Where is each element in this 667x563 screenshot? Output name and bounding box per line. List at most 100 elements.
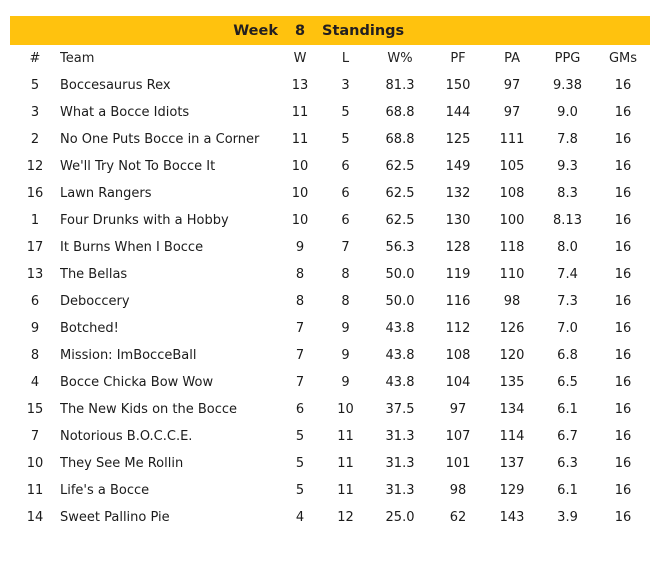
row-losses: 10 [337, 402, 354, 417]
row-points-for: 125 [445, 132, 471, 147]
row-win-pct: 62.5 [385, 186, 415, 201]
title-week-label: Week [60, 16, 278, 45]
row-team-name-text: We'll Try Not To Bocce It [60, 159, 216, 174]
row-win-pct: 37.5 [385, 402, 415, 417]
table-row[interactable]: 3 What a Bocce Idiots 11 5 68.8 144 97 9.0 16 [10, 99, 650, 126]
row-points-against: 97 [503, 105, 521, 120]
table-row[interactable]: 1 Four Drunks with a Hobby 10 6 62.5 130 100 8.… [10, 207, 650, 234]
row-rank: 3 [30, 105, 40, 120]
row-win-pct: 50.0 [385, 294, 415, 309]
row-rank: 17 [26, 240, 44, 255]
row-wins: 5 [295, 483, 305, 498]
row-games: 16 [614, 159, 632, 174]
row-team-name-text: Sweet Pallino Pie [60, 510, 170, 525]
table-row[interactable]: 8 Mission: ImBocceBall 7 9 43.8 108 120 6.8 16 [10, 342, 650, 369]
row-wins: 13 [291, 78, 309, 93]
row-points-for: 119 [445, 267, 471, 282]
row-rank: 10 [26, 456, 44, 471]
row-win-pct: 62.5 [385, 159, 415, 174]
row-rank: 13 [26, 267, 44, 282]
row-games: 16 [614, 294, 632, 309]
row-losses: 8 [341, 294, 350, 309]
row-points-per-game: 6.3 [557, 456, 578, 471]
table-row[interactable]: 7 Notorious B.O.C.C.E. 5 11 31.3 107 114 6.7 16 [10, 423, 650, 450]
row-games: 16 [614, 402, 632, 417]
row-wins: 4 [295, 510, 305, 525]
row-team-name: Botched! [60, 315, 278, 342]
row-team-name: Four Drunks with a Hobby [60, 207, 278, 234]
table-row[interactable]: 5 Boccesaurus Rex 13 3 81.3 150 97 9.38 16 [10, 72, 650, 99]
row-games: 16 [614, 348, 632, 363]
row-points-per-game: 8.13 [553, 213, 582, 228]
row-games: 16 [614, 213, 632, 228]
row-points-for: 116 [445, 294, 471, 309]
table-row[interactable]: 17 It Burns When I Bocce 9 7 56.3 128 118 8.0 16 [10, 234, 650, 261]
row-wins: 7 [295, 321, 305, 336]
row-rank: 4 [30, 375, 40, 390]
row-win-pct: 68.8 [385, 132, 415, 147]
row-win-pct: 31.3 [385, 456, 415, 471]
table-row[interactable]: 4 Bocce Chicka Bow Wow 7 9 43.8 104 135 6.5 16 [10, 369, 650, 396]
row-points-for: 97 [449, 402, 467, 417]
row-points-against: 134 [499, 402, 525, 417]
row-points-per-game: 8.3 [557, 186, 578, 201]
row-points-per-game: 7.0 [557, 321, 578, 336]
row-rank: 7 [30, 429, 40, 444]
row-team-name: Deboccery [60, 288, 278, 315]
table-row[interactable]: 13 The Bellas 8 8 50.0 119 110 7.4 16 [10, 261, 650, 288]
table-row[interactable]: 6 Deboccery 8 8 50.0 116 98 7.3 16 [10, 288, 650, 315]
row-team-name: Mission: ImBocceBall [60, 342, 278, 369]
column-header-row: # Team W L W% PF PA PPG GMs [10, 45, 650, 72]
row-rank: 16 [26, 186, 44, 201]
row-losses: 8 [341, 267, 350, 282]
row-win-pct: 25.0 [385, 510, 415, 525]
row-points-for: 108 [445, 348, 471, 363]
row-points-per-game: 7.4 [557, 267, 578, 282]
row-points-against: 108 [499, 186, 525, 201]
row-team-name-text: The Bellas [60, 267, 128, 282]
row-points-against: 114 [499, 429, 525, 444]
table-row[interactable]: 9 Botched! 7 9 43.8 112 126 7.0 16 [10, 315, 650, 342]
row-points-against: 98 [503, 294, 521, 309]
row-rank: 9 [30, 321, 40, 336]
table-row[interactable]: 10 They See Me Rollin 5 11 31.3 101 137 6.3 16 [10, 450, 650, 477]
row-points-for: 98 [449, 483, 467, 498]
row-points-against: 126 [499, 321, 525, 336]
standings-table: Week 8 Standings # Team W L W% PF PA PPG… [10, 16, 651, 531]
row-team-name: Sweet Pallino Pie [60, 504, 278, 531]
row-games: 16 [614, 510, 632, 525]
table-row[interactable]: 15 The New Kids on the Bocce 6 10 37.5 97 134 6… [10, 396, 650, 423]
row-team-name: Boccesaurus Rex [60, 72, 278, 99]
row-win-pct: 50.0 [385, 267, 415, 282]
row-rank: 14 [26, 510, 44, 525]
row-points-against: 118 [499, 240, 525, 255]
row-points-for: 107 [445, 429, 471, 444]
table-row[interactable]: 11 Life's a Bocce 5 11 31.3 98 129 6.1 16 [10, 477, 650, 504]
row-games: 16 [614, 240, 632, 255]
row-team-name-text: Life's a Bocce [60, 483, 150, 498]
row-points-against: 100 [499, 213, 525, 228]
row-team-name-text: It Burns When I Bocce [60, 240, 204, 255]
table-row[interactable]: 16 Lawn Rangers 10 6 62.5 132 108 8.3 16 [10, 180, 650, 207]
table-row[interactable]: 12 We'll Try Not To Bocce It 10 6 62.5 149 105… [10, 153, 650, 180]
row-team-name: No One Puts Bocce in a Corner [60, 126, 278, 153]
row-team-name: Lawn Rangers [60, 180, 278, 207]
title-week-number: 8 [278, 16, 322, 45]
row-points-against: 137 [499, 456, 525, 471]
row-points-for: 112 [445, 321, 471, 336]
row-points-against: 129 [499, 483, 525, 498]
row-losses: 6 [341, 213, 350, 228]
row-losses: 5 [341, 105, 350, 120]
row-games: 16 [614, 429, 632, 444]
row-team-name-text: Notorious B.O.C.C.E. [60, 429, 193, 444]
row-points-against: 135 [499, 375, 525, 390]
row-win-pct: 43.8 [385, 348, 415, 363]
row-win-pct: 43.8 [385, 321, 415, 336]
row-wins: 5 [295, 429, 305, 444]
row-team-name: What a Bocce Idiots [60, 99, 278, 126]
table-row[interactable]: 2 No One Puts Bocce in a Corner 11 5 68.8 125… [10, 126, 650, 153]
row-points-for: 150 [445, 78, 471, 93]
row-team-name: It Burns When I Bocce [60, 234, 278, 261]
table-row[interactable]: 14 Sweet Pallino Pie 4 12 25.0 62 143 3.9 16 [10, 504, 650, 531]
